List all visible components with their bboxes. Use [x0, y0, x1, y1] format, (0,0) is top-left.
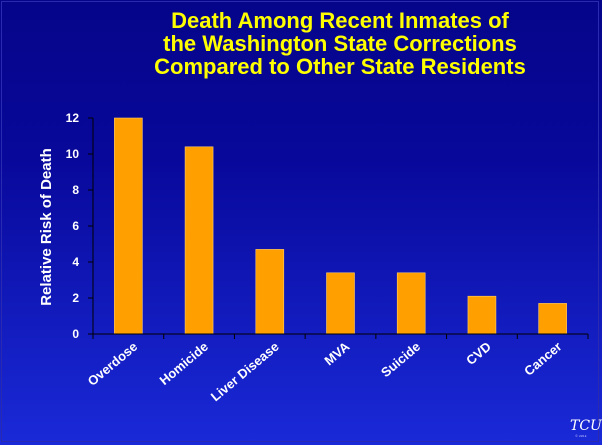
- x-tick-label: Cancer: [521, 339, 564, 379]
- bar-overdose: [114, 117, 143, 335]
- y-tick-label: 8: [72, 183, 79, 197]
- bar-cancer: [538, 303, 567, 335]
- chart-title-line-2: the Washington State Corrections: [163, 31, 517, 56]
- y-tick-label: 2: [72, 291, 79, 305]
- bar-mva: [326, 272, 355, 335]
- x-tick-label: Homicide: [157, 339, 211, 388]
- bar-liver-disease: [255, 249, 285, 335]
- x-tick-label: CVD: [463, 339, 494, 368]
- y-tick-label: 12: [66, 111, 80, 125]
- chart-title-line-3: Compared to Other State Residents: [154, 54, 526, 79]
- x-tick-label: Suicide: [378, 339, 423, 380]
- chart-title-line-1: Death Among Recent Inmates of: [171, 8, 509, 33]
- y-axis-label: Relative Risk of Death: [38, 148, 55, 306]
- y-tick-label: 10: [66, 147, 80, 161]
- bar-homicide: [184, 146, 214, 335]
- y-tick-label: 4: [72, 255, 79, 269]
- tcu-logo: TCU © 2014: [570, 418, 602, 438]
- logo-text: TCU: [570, 418, 602, 434]
- bar-suicide: [396, 272, 426, 335]
- bar-cvd: [467, 295, 497, 335]
- y-tick-label: 6: [72, 219, 79, 233]
- logo-copyright: © 2014: [575, 434, 587, 438]
- x-tick-label: Overdose: [85, 339, 141, 389]
- x-tick-label: MVA: [321, 338, 353, 368]
- y-tick-label: 0: [72, 327, 79, 341]
- x-tick-label: Liver Disease: [208, 339, 282, 404]
